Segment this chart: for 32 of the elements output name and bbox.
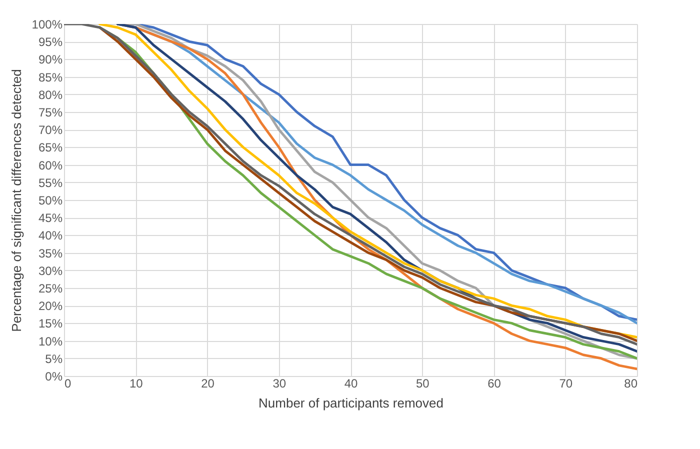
x-tick-label: 70: [559, 376, 573, 390]
y-axis-title: Percentage of significant differences detected: [8, 69, 24, 332]
y-tick-label: 45%: [38, 211, 63, 226]
y-tick-label: 40%: [38, 228, 63, 243]
y-tick-label: 50%: [38, 194, 63, 208]
y-tick-label: 0%: [45, 370, 63, 384]
y-tick-label: 100%: [32, 18, 63, 32]
x-tick-label: 10: [129, 376, 144, 390]
x-tick-label: 30: [272, 376, 286, 390]
y-tick-label: 70%: [38, 123, 63, 138]
y-tick-label: 60%: [38, 158, 63, 172]
y-tick-label: 80%: [38, 88, 63, 102]
y-tick-label: 55%: [38, 176, 63, 190]
y-tick-label: 90%: [38, 52, 63, 67]
x-tick-label: 0: [64, 376, 72, 390]
y-tick-label: 75%: [38, 106, 63, 120]
y-tick-label: 20%: [38, 299, 63, 314]
x-tick-label: 80: [624, 376, 638, 390]
y-tick-label: 10%: [38, 334, 63, 348]
y-tick-label: 35%: [38, 246, 63, 260]
x-tick-label: 20: [201, 376, 215, 390]
y-tick-label: 15%: [38, 316, 63, 331]
y-tick-label: 85%: [38, 70, 63, 84]
y-tick-label: 25%: [38, 282, 63, 296]
x-axis-title: Number of participants removed: [258, 396, 444, 410]
y-tick-label: 95%: [38, 35, 63, 50]
x-tick-label: 50: [416, 376, 430, 390]
x-tick-label: 60: [488, 376, 502, 390]
x-tick-label: 40: [344, 376, 358, 390]
y-tick-label: 30%: [38, 264, 63, 278]
y-tick-label: 65%: [38, 140, 63, 155]
y-tick-label: 5%: [45, 352, 63, 366]
